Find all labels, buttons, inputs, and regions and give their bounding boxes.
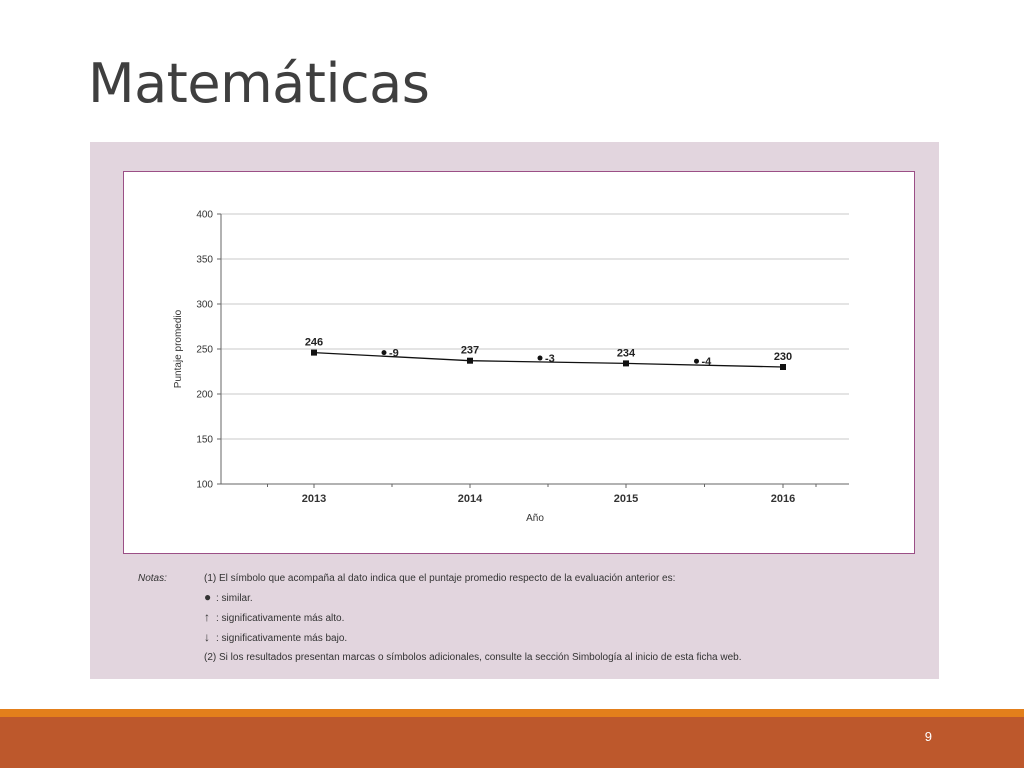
series-line (313, 351, 784, 368)
data-point-marker (623, 360, 629, 367)
notes-label: Notas: (138, 573, 167, 584)
figure-panel: 100 150 200 250 300 350 400 2013 2014 2015 2016 Año… (90, 142, 939, 679)
y-tick-label: 350 (196, 255, 213, 266)
y-tick-label: 250 (196, 345, 213, 356)
similar-dot-icon: ● (204, 590, 212, 604)
y-axis-title: Puntaje promedio (173, 309, 184, 388)
footer-bar: 9 (0, 717, 1024, 768)
similar-text: : similar. (216, 593, 253, 604)
data-point-marker (311, 349, 317, 356)
x-tick-label: 2015 (614, 493, 638, 505)
notes-body: (1) El símbolo que acompaña al dato indi… (204, 569, 904, 667)
data-label: 246 (305, 337, 323, 349)
down-text: : significativamente más bajo. (216, 633, 348, 644)
accent-strip (0, 709, 1024, 717)
note-similar: ● : similar. (204, 588, 904, 608)
difference-symbol (381, 350, 387, 356)
y-tick-label: 100 (196, 480, 213, 491)
y-tick-label: 400 (196, 210, 213, 221)
difference-label: -3 (545, 353, 555, 365)
y-tick-label: 300 (196, 300, 213, 311)
up-text: : significativamente más alto. (216, 613, 345, 624)
y-tick-label: 200 (196, 390, 213, 401)
data-label: 230 (774, 351, 792, 363)
data-label: 237 (461, 345, 479, 357)
data-point-marker (467, 357, 473, 364)
arrow-up-icon: ↑ (204, 610, 210, 624)
arrow-down-icon: ↓ (204, 630, 210, 644)
note-line-2: (2) Si los resultados presentan marcas o… (204, 652, 742, 663)
y-tick-label: 150 (196, 435, 213, 446)
note-down: ↓ : significativamente más bajo. (204, 628, 904, 648)
line-chart: 100 150 200 250 300 350 400 2013 2014 2015 2016 Año… (173, 210, 849, 524)
x-tick-label: 2016 (771, 493, 795, 505)
data-label: 234 (617, 347, 636, 359)
x-tick-label: 2014 (458, 493, 483, 505)
note-line-1: (1) El símbolo que acompaña al dato indi… (204, 573, 676, 584)
chart-frame: 100 150 200 250 300 350 400 2013 2014 2015 2016 Año… (123, 171, 915, 554)
difference-symbol (694, 358, 699, 364)
x-axis-title: Año (526, 513, 544, 524)
difference-label: -4 (702, 356, 713, 368)
slide-title: Matemáticas (88, 52, 430, 115)
x-tick-label: 2013 (302, 493, 326, 505)
page-number: 9 (924, 729, 932, 744)
difference-symbol (537, 355, 543, 361)
difference-label: -9 (389, 348, 399, 360)
data-point-marker (780, 364, 786, 370)
note-up: ↑ : significativamente más alto. (204, 608, 904, 628)
